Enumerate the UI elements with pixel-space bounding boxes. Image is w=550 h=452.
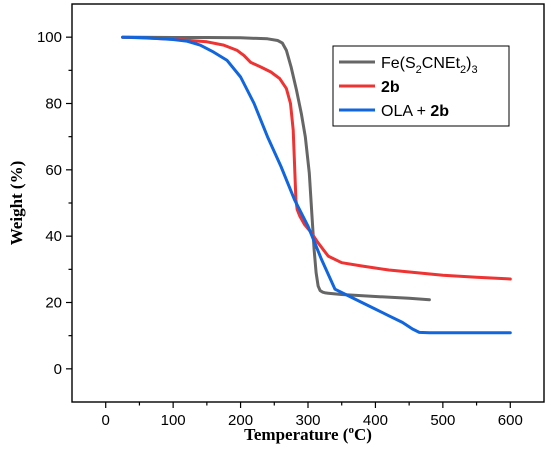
y-tick-label: 100 <box>37 29 62 46</box>
legend-label-0: Fe(S2CNEt2)3 <box>381 55 478 76</box>
legend-label-part: 2 <box>460 64 466 76</box>
legend-label-part: ) <box>466 55 471 72</box>
x-axis-title: Temperature (oC) <box>244 424 372 444</box>
legend-label-part: 2b <box>381 79 400 96</box>
legend-label-part: 2 <box>416 64 422 76</box>
y-tick-label: 40 <box>45 228 62 245</box>
x-tick-label: 600 <box>498 412 523 429</box>
x-tick-label: 0 <box>102 412 110 429</box>
x-tick-label: 500 <box>430 412 455 429</box>
x-axis-title-text: Temperature ( <box>244 425 349 444</box>
legend-label-2: OLA + 2b <box>381 103 449 120</box>
x-axis-title-tail: C) <box>354 425 372 444</box>
y-tick-label: 80 <box>45 96 62 113</box>
series-line-1 <box>121 35 512 281</box>
y-tick-label: 0 <box>54 361 62 378</box>
y-tick-label: 20 <box>45 295 62 312</box>
legend-label-part: CNEt <box>422 55 461 72</box>
x-tick-label: 300 <box>295 412 320 429</box>
legend-box <box>332 45 510 127</box>
legend-label-part: OLA + <box>381 103 430 120</box>
series-line-2 <box>121 35 512 335</box>
x-tick-label: 200 <box>228 412 253 429</box>
x-tick-label: 400 <box>363 412 388 429</box>
legend-label-part: 3 <box>471 64 477 76</box>
legend-label-part: Fe(S <box>381 55 416 72</box>
x-tick-label: 100 <box>161 412 186 429</box>
legend-label-1: 2b <box>381 79 400 96</box>
y-tick-label: 60 <box>45 162 62 179</box>
x-axis-title-sup: o <box>348 424 354 436</box>
legend-label-part: 2b <box>430 103 449 120</box>
series-line-0 <box>121 35 431 302</box>
y-axis-title: Weight (%) <box>7 161 26 246</box>
